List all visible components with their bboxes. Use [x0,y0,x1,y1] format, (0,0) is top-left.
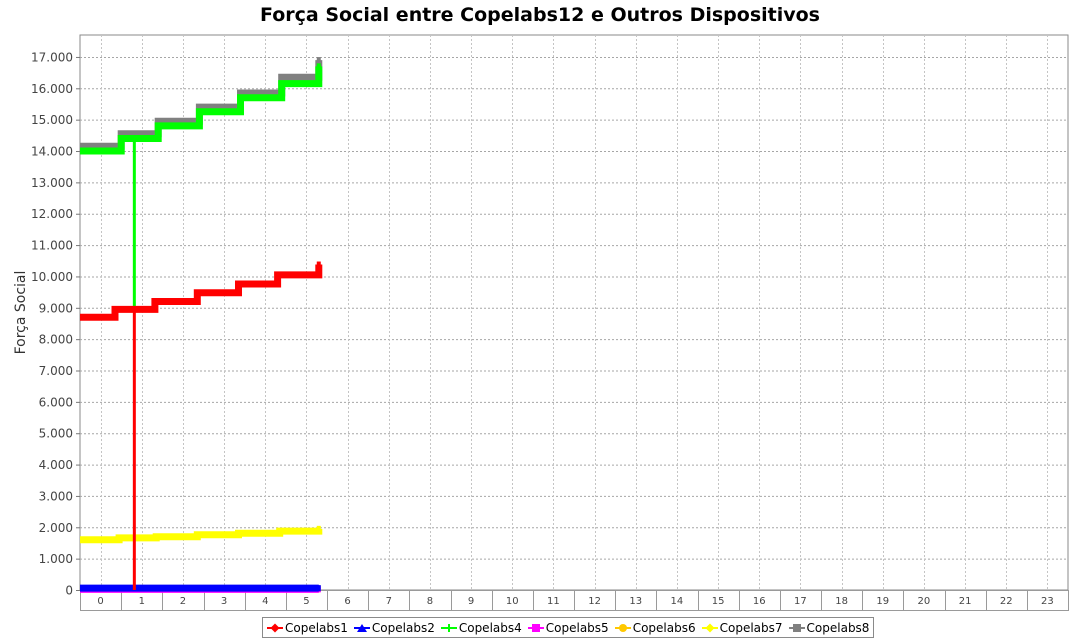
x-tick-label: 11 [547,596,560,607]
x-tick-label: 10 [506,596,519,607]
y-tick-label: 13.000 [31,176,73,190]
x-tick-label: 7 [386,596,392,607]
x-tick-label: 2 [180,596,186,607]
legend-item-copelabs1: Copelabs1 [267,621,348,635]
series-copelabs7 [80,525,323,544]
y-tick-label: 15.000 [31,113,73,127]
x-tick-label: 4 [262,596,268,607]
legend-item-copelabs2: Copelabs2 [353,620,435,635]
y-tick-label: 17.000 [31,50,73,64]
y-axis-label: Força Social [13,271,29,355]
y-tick-label: 9.000 [39,301,73,315]
legend-item-copelabs4: Copelabs4 [440,620,522,635]
plot-background [79,34,1069,591]
y-tick-label: 5.000 [39,427,73,441]
x-tick-label: 9 [468,596,474,607]
x-tick-label: 17 [794,596,807,607]
legend-swatch-icon [614,623,631,633]
legend-item-copelabs5: Copelabs5 [527,620,609,635]
legend-label: Copelabs6 [632,620,696,635]
series-end-marker [316,261,321,268]
x-tick-label: 6 [344,596,350,607]
legend: Copelabs1 Copelabs2 Copelabs4 Copelabs5 Cope… [262,617,875,638]
x-tick-label: 20 [918,596,931,607]
x-tick-label: 13 [629,596,642,607]
y-tick-label: 10.000 [31,270,73,284]
series-line [80,264,323,321]
x-tick-label: 22 [1000,596,1013,607]
legend-label: Copelabs1 [285,620,348,635]
y-tick-label: 16.000 [31,82,73,96]
y-tick-label: 14.000 [31,145,73,159]
series-line [80,60,323,150]
series-copelabs2 [80,584,321,592]
x-tick-label: 18 [835,596,848,607]
legend-swatch-icon [527,623,544,633]
series-copelabs4 [80,63,323,308]
x-tick-label: 23 [1041,596,1054,607]
legend-label: Copelabs5 [545,620,609,635]
legend-swatch-icon [701,622,718,633]
x-tick-label: 15 [712,596,725,607]
legend-item-copelabs8: Copelabs8 [788,620,870,635]
series-line [80,527,323,544]
series-line [80,66,323,155]
series-end-marker [316,585,321,592]
series-copelabs8 [80,57,323,150]
y-tick-label: 1.000 [39,552,73,566]
legend-swatch-icon [353,623,370,633]
legend-swatch-icon [440,623,457,633]
x-tick-label: 5 [303,596,309,607]
legend-label: Copelabs2 [371,620,435,635]
y-tick-label: 3.000 [39,489,73,503]
x-tick-label: 19 [876,596,889,607]
y-tick-label: 11.000 [31,239,73,253]
legend-swatch-icon [267,622,283,633]
series-end-marker [316,63,321,70]
x-tick-label: 8 [427,596,433,607]
y-tick-label: 6.000 [39,395,73,409]
x-tick-label: 14 [671,596,684,607]
y-tick-label: 8.000 [39,333,73,347]
series-end-marker [316,57,321,64]
x-tick-label: 16 [753,596,766,607]
y-tick-label: 12.000 [31,207,73,221]
y-tick-label: 2.000 [39,521,73,535]
x-tick-label: 1 [139,596,145,607]
x-tick-label: 3 [221,596,227,607]
y-tick-label: 0 [65,584,73,598]
legend-item-copelabs7: Copelabs7 [701,620,783,635]
chart-title: Força Social entre Copelabs12 e Outros D… [260,4,820,26]
x-tick-label: 21 [959,596,972,607]
series-end-marker [316,525,321,532]
x-tick-label: 12 [588,596,601,607]
y-tick-label: 4.000 [39,458,73,472]
legend-label: Copelabs4 [458,620,522,635]
legend-label: Copelabs7 [719,620,783,635]
legend-swatch-icon [788,623,805,633]
y-tick-label: 7.000 [39,364,73,378]
series-copelabs1 [80,261,323,590]
legend-label: Copelabs8 [806,620,870,635]
legend-item-copelabs6: Copelabs6 [614,620,696,635]
x-tick-label: 0 [97,596,103,607]
